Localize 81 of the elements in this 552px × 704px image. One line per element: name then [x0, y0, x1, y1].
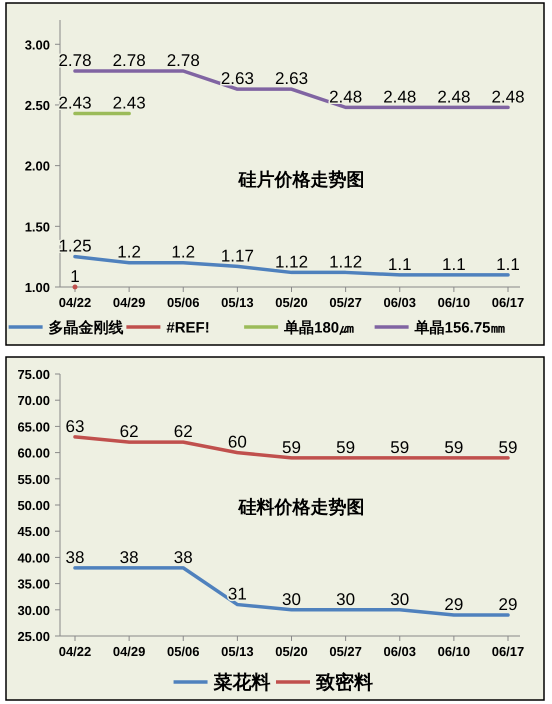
legend-label: 单晶180㎛	[283, 319, 354, 336]
data-label: 63	[66, 416, 84, 436]
y-tick-label: 65.00	[17, 419, 50, 434]
y-tick-label: 2.00	[24, 158, 50, 174]
data-label: 1.25	[58, 236, 92, 256]
data-label: 2.48	[437, 87, 470, 106]
x-tick-label: 05/27	[329, 295, 362, 310]
data-label: 38	[120, 548, 139, 567]
x-tick-label: 06/03	[383, 644, 416, 659]
x-tick-label: 04/29	[112, 295, 146, 310]
data-label: 1.17	[220, 246, 254, 266]
x-tick-label: 06/10	[438, 295, 470, 310]
data-label: 1.1	[496, 254, 520, 274]
data-label: 2.43	[112, 93, 146, 112]
x-tick-label: 05/20	[275, 295, 308, 310]
data-label: 59	[390, 438, 410, 457]
data-label: 30	[282, 590, 301, 609]
data-label: 2.48	[329, 87, 362, 106]
data-label: 1	[70, 267, 80, 286]
x-tick-label: 05/13	[221, 644, 254, 659]
data-label: 2.43	[58, 93, 92, 112]
legend-label: #REF!	[166, 319, 210, 336]
data-label: 2.63	[274, 69, 308, 88]
x-tick-label: 04/22	[58, 295, 92, 310]
y-tick-label: 70.00	[17, 393, 50, 408]
y-tick-label: 50.00	[17, 498, 50, 513]
text: 硅料价格走势图	[238, 496, 364, 517]
data-label: 62	[174, 422, 193, 442]
legend-label: 单晶156.75㎜	[414, 319, 506, 336]
y-tick-label: 30.00	[17, 602, 50, 618]
data-label: 60	[228, 432, 247, 452]
data-label: 30	[336, 590, 356, 609]
data-label: 59	[336, 438, 356, 457]
x-tick-label: 06/03	[383, 295, 416, 310]
data-label: 38	[66, 548, 84, 567]
data-label: 29	[444, 595, 464, 614]
data-label: 2.78	[58, 50, 92, 70]
data-label: 1.1	[442, 254, 466, 274]
data-label: 1.12	[329, 252, 362, 272]
x-tick-label: 04/29	[112, 644, 146, 659]
data-label: 38	[174, 548, 193, 567]
x-tick-label: 04/22	[58, 644, 92, 659]
data-label: 2.78	[166, 50, 200, 70]
x-tick-label: 05/20	[275, 644, 308, 659]
y-tick-label: 35.00	[17, 576, 50, 592]
legend-label: 菜花料	[212, 672, 271, 694]
data-label: 30	[390, 590, 410, 609]
y-tick-label: 75.00	[17, 367, 50, 382]
x-tick-label: 05/13	[221, 295, 254, 310]
x-tick-label: 05/27	[329, 644, 362, 659]
data-label: 2.48	[491, 87, 525, 106]
data-label: 1.12	[274, 252, 308, 272]
x-tick-label: 06/10	[438, 644, 470, 659]
data-label: 29	[498, 595, 518, 614]
y-tick-label: 60.00	[17, 446, 50, 461]
y-tick-label: 55.00	[17, 472, 50, 487]
data-label: 1.2	[171, 242, 196, 262]
y-tick-label: 40.00	[17, 550, 50, 566]
x-tick-label: 06/17	[492, 644, 524, 659]
x-tick-label: 05/06	[166, 295, 200, 310]
data-label: 31	[228, 584, 247, 604]
data-label: 59	[444, 438, 464, 457]
data-label: 59	[282, 438, 301, 457]
data-label: 2.63	[220, 69, 254, 88]
y-tick-label: 1.00	[24, 280, 50, 295]
data-label: 2.48	[383, 87, 416, 106]
data-label: 1.2	[117, 242, 141, 262]
text: 硅片价格走势图	[238, 170, 364, 190]
data-label: 1.1	[388, 254, 412, 274]
data-label: 2.78	[112, 50, 146, 70]
x-tick-label: 05/06	[166, 644, 200, 659]
data-label: 62	[120, 422, 139, 442]
data-label: 59	[498, 438, 518, 457]
y-tick-label: 2.50	[24, 98, 50, 113]
x-tick-label: 06/17	[492, 295, 524, 310]
y-tick-label: 1.50	[24, 219, 50, 234]
legend-label: 多晶金刚线	[48, 319, 124, 336]
legend-label: 致密料	[315, 672, 373, 694]
y-tick-label: 25.00	[17, 629, 50, 644]
y-tick-label: 3.00	[24, 37, 50, 52]
y-tick-label: 45.00	[17, 524, 50, 540]
